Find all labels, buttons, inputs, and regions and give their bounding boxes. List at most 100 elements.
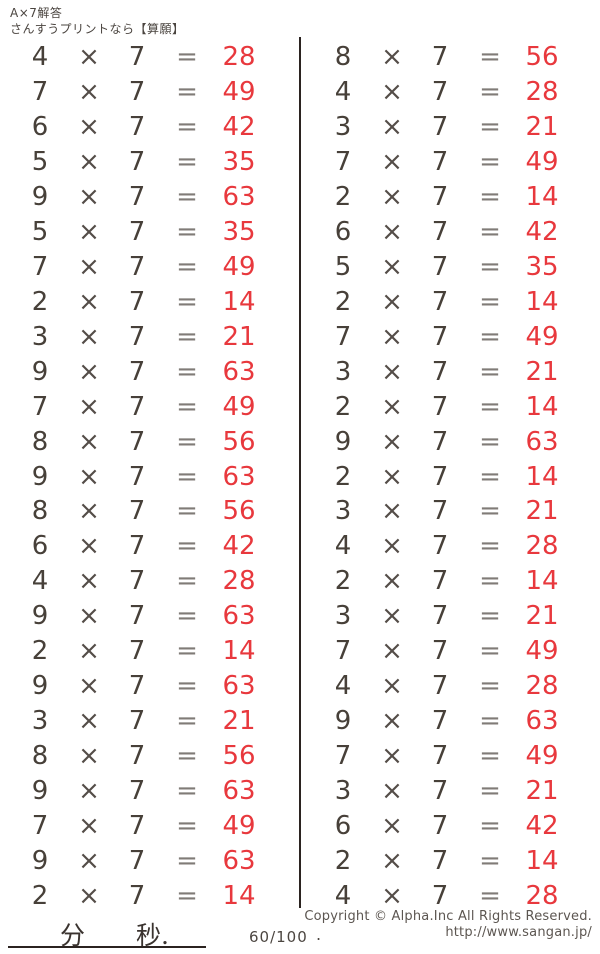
multiplier: 7 bbox=[128, 77, 146, 108]
problem-row: 4 × 7 = 28 bbox=[0, 40, 300, 75]
times-icon: × bbox=[381, 740, 403, 771]
problem-row: 3 × 7 = 21 bbox=[303, 494, 600, 529]
multiplicand: 3 bbox=[31, 705, 49, 736]
equals-icon: = bbox=[479, 880, 501, 911]
equals-icon: = bbox=[176, 845, 198, 876]
equals-icon: = bbox=[479, 391, 501, 422]
equals-icon: = bbox=[479, 740, 501, 771]
times-icon: × bbox=[78, 601, 100, 632]
multiplier: 7 bbox=[431, 566, 449, 597]
multiplier: 7 bbox=[128, 391, 146, 422]
times-icon: × bbox=[78, 147, 100, 178]
answer-value: 21 bbox=[525, 775, 559, 806]
multiplicand: 7 bbox=[31, 810, 49, 841]
multiplier: 7 bbox=[128, 356, 146, 387]
answer-value: 63 bbox=[222, 356, 256, 387]
multiplicand: 9 bbox=[31, 461, 49, 492]
page-title: A×7解答 bbox=[10, 6, 63, 20]
multiplicand: 9 bbox=[31, 671, 49, 702]
equals-icon: = bbox=[176, 531, 198, 562]
problem-row: 7 × 7 = 49 bbox=[0, 75, 300, 110]
problem-row: 6 × 7 = 42 bbox=[303, 808, 600, 843]
times-icon: × bbox=[381, 775, 403, 806]
multiplicand: 7 bbox=[31, 391, 49, 422]
multiplier: 7 bbox=[128, 810, 146, 841]
equals-icon: = bbox=[479, 496, 501, 527]
multiplicand: 2 bbox=[334, 391, 352, 422]
answer-value: 21 bbox=[222, 705, 256, 736]
equals-icon: = bbox=[176, 286, 198, 317]
multiplicand: 9 bbox=[31, 775, 49, 806]
equals-icon: = bbox=[479, 321, 501, 352]
multiplicand: 9 bbox=[334, 705, 352, 736]
answer-value: 49 bbox=[525, 147, 559, 178]
multiplier: 7 bbox=[431, 601, 449, 632]
times-icon: × bbox=[78, 321, 100, 352]
answer-value: 49 bbox=[222, 810, 256, 841]
problem-row: 9 × 7 = 63 bbox=[0, 180, 300, 215]
multiplier: 7 bbox=[431, 147, 449, 178]
times-icon: × bbox=[381, 356, 403, 387]
times-icon: × bbox=[381, 42, 403, 73]
multiplier: 7 bbox=[128, 182, 146, 213]
multiplier: 7 bbox=[128, 251, 146, 282]
times-icon: × bbox=[78, 531, 100, 562]
multiplicand: 9 bbox=[31, 182, 49, 213]
answer-value: 63 bbox=[222, 775, 256, 806]
times-icon: × bbox=[381, 391, 403, 422]
times-icon: × bbox=[78, 112, 100, 143]
problem-row: 3 × 7 = 21 bbox=[303, 773, 600, 808]
multiplier: 7 bbox=[431, 496, 449, 527]
multiplicand: 5 bbox=[31, 217, 49, 248]
problem-row: 5 × 7 = 35 bbox=[0, 145, 300, 180]
multiplicand: 5 bbox=[334, 251, 352, 282]
answer-value: 56 bbox=[222, 426, 256, 457]
multiplier: 7 bbox=[431, 286, 449, 317]
times-icon: × bbox=[381, 77, 403, 108]
answer-value: 28 bbox=[222, 566, 256, 597]
times-icon: × bbox=[78, 251, 100, 282]
multiplicand: 7 bbox=[334, 636, 352, 667]
multiplicand: 4 bbox=[334, 77, 352, 108]
answer-value: 14 bbox=[222, 636, 256, 667]
equals-icon: = bbox=[176, 251, 198, 282]
times-icon: × bbox=[78, 845, 100, 876]
problem-row: 9 × 7 = 63 bbox=[0, 669, 300, 704]
problem-row: 3 × 7 = 21 bbox=[0, 704, 300, 739]
multiplicand: 6 bbox=[31, 531, 49, 562]
answer-value: 35 bbox=[222, 217, 256, 248]
times-icon: × bbox=[381, 217, 403, 248]
equals-icon: = bbox=[479, 217, 501, 248]
times-icon: × bbox=[78, 286, 100, 317]
answer-value: 21 bbox=[525, 112, 559, 143]
time-entry-line: 分 秒. bbox=[8, 912, 206, 950]
equals-icon: = bbox=[479, 775, 501, 806]
times-icon: × bbox=[381, 531, 403, 562]
times-icon: × bbox=[78, 182, 100, 213]
problem-row: 2 × 7 = 14 bbox=[0, 878, 300, 913]
times-icon: × bbox=[78, 671, 100, 702]
times-icon: × bbox=[381, 705, 403, 736]
multiplicand: 6 bbox=[334, 217, 352, 248]
equals-icon: = bbox=[479, 566, 501, 597]
multiplicand: 9 bbox=[31, 845, 49, 876]
problem-row: 8 × 7 = 56 bbox=[303, 40, 600, 75]
problem-row: 7 × 7 = 49 bbox=[303, 738, 600, 773]
multiplicand: 7 bbox=[334, 740, 352, 771]
answer-value: 21 bbox=[525, 496, 559, 527]
equals-icon: = bbox=[176, 880, 198, 911]
times-icon: × bbox=[78, 775, 100, 806]
problem-row: 6 × 7 = 42 bbox=[303, 215, 600, 250]
times-icon: × bbox=[78, 461, 100, 492]
problem-row: 4 × 7 = 28 bbox=[303, 75, 600, 110]
equals-icon: = bbox=[176, 775, 198, 806]
multiplier: 7 bbox=[431, 531, 449, 562]
equals-icon: = bbox=[479, 671, 501, 702]
problem-row: 6 × 7 = 42 bbox=[0, 110, 300, 145]
seconds-label: 秒. bbox=[136, 921, 169, 950]
answer-value: 14 bbox=[525, 286, 559, 317]
problem-row: 8 × 7 = 56 bbox=[0, 738, 300, 773]
equals-icon: = bbox=[176, 321, 198, 352]
problem-row: 3 × 7 = 21 bbox=[0, 319, 300, 354]
answer-value: 49 bbox=[222, 391, 256, 422]
